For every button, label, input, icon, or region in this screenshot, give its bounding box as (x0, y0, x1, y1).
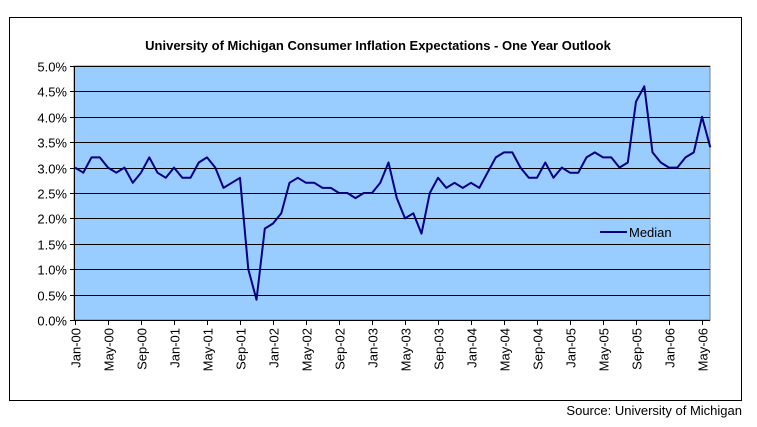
x-tick-label: Jan-04 (465, 328, 480, 368)
y-tick-label: 2.0% (37, 212, 67, 227)
y-tick-label: 4.5% (37, 85, 67, 100)
y-tick-label: 0.5% (37, 289, 67, 304)
y-tick-label: 1.5% (37, 238, 67, 253)
x-tick-label: Jan-01 (168, 328, 183, 368)
y-tick-label: 3.0% (37, 162, 67, 177)
gridlines (74, 66, 710, 296)
series-median (74, 85, 712, 301)
legend-label-median: Median (629, 225, 672, 240)
x-tick-label: May-03 (399, 328, 414, 371)
x-tick-label: Sep-03 (432, 328, 447, 370)
x-tick-label: May-01 (201, 328, 216, 371)
y-tick-label: 1.0% (37, 263, 67, 278)
x-tick-label: Sep-04 (531, 328, 546, 370)
y-tick-label: 5.0% (37, 60, 67, 75)
line-median (74, 85, 712, 301)
y-tick-label: 2.5% (37, 187, 67, 202)
y-tick-label: 0.0% (37, 314, 67, 329)
x-axis: Jan-00 May-00 Sep-00 Jan-01 May-01 Sep-01 Jan-… (69, 320, 711, 371)
source-note: Source: University of Michigan (566, 403, 742, 418)
x-tick-label: May-05 (597, 328, 612, 371)
x-tick-label: Sep-00 (135, 328, 150, 370)
x-tick-label: Sep-02 (333, 328, 348, 370)
x-tick-label: May-00 (102, 328, 117, 371)
x-tick-label: May-02 (300, 328, 315, 371)
x-tick-label: Jan-03 (366, 328, 381, 368)
legend: Median (600, 225, 672, 240)
x-tick-label: Jan-00 (69, 328, 84, 368)
x-tick-label: Sep-01 (234, 328, 249, 370)
y-tick-label: 4.0% (37, 111, 67, 126)
x-tick-label: May-06 (696, 328, 711, 371)
y-tick-label: 3.5% (37, 136, 67, 151)
x-tick-label: Jan-02 (267, 328, 282, 368)
x-tick-label: May-04 (498, 328, 513, 371)
y-axis: 0.0% 0.5% 1.0% 1.5% 2.0% 2.5% 3.0% 3.5% 4.0% 4.5%… (37, 60, 75, 329)
x-tick-label: Jan-06 (663, 328, 678, 368)
chart-title: University of Michigan Consumer Inflatio… (145, 38, 611, 53)
x-tick-label: Jan-05 (564, 328, 579, 368)
x-tick-label: Sep-05 (630, 328, 645, 370)
